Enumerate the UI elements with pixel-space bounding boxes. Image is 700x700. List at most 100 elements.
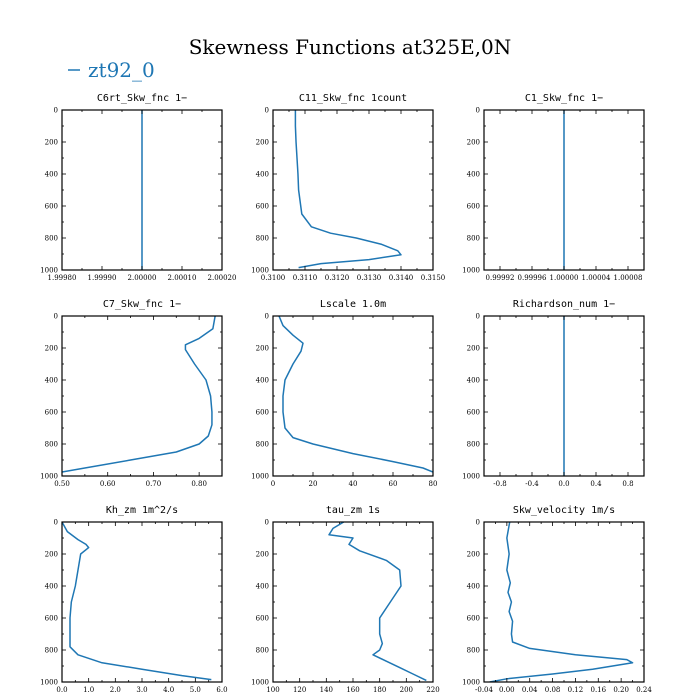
- series-line-zt92_0: [278, 316, 433, 473]
- y-tick-label: 200: [45, 345, 58, 353]
- y-tick-label: 600: [45, 409, 58, 417]
- x-tick-label: 5.0: [190, 686, 201, 694]
- y-tick-label: 0: [265, 107, 269, 115]
- x-tick-label: 0.0: [558, 480, 569, 488]
- plot-frame: [61, 315, 223, 477]
- x-tick-label: 80: [429, 480, 438, 488]
- x-tick-label: 0.00: [499, 686, 515, 694]
- x-tick-label: 1.00008: [614, 274, 643, 282]
- y-tick-label: 1000: [40, 679, 58, 687]
- y-tick-label: 600: [256, 615, 269, 623]
- x-tick-label: 0.70: [146, 480, 162, 488]
- x-tick-label: 0.3150: [421, 274, 446, 282]
- y-tick-label: 200: [256, 139, 269, 147]
- x-tick-label: 3.0: [136, 686, 147, 694]
- x-tick-label: -0.8: [493, 480, 507, 488]
- y-tick-label: 400: [45, 377, 58, 385]
- x-tick-label: 160: [346, 686, 359, 694]
- x-tick-label: 0.24: [636, 686, 652, 694]
- x-tick-label: 0.99996: [518, 274, 547, 282]
- x-tick-label: 60: [389, 480, 398, 488]
- y-tick-label: 0: [54, 313, 58, 321]
- panel-title: Richardson_num 1−: [513, 299, 615, 310]
- x-tick-label: 0.08: [545, 686, 561, 694]
- x-tick-label: 0.12: [568, 686, 584, 694]
- x-tick-label: 2.00010: [168, 274, 197, 282]
- y-tick-label: 800: [256, 647, 269, 655]
- x-tick-label: 140: [320, 686, 333, 694]
- y-tick-label: 1000: [462, 679, 480, 687]
- x-tick-label: 1.00004: [582, 274, 611, 282]
- series-line-zt92_0: [328, 522, 427, 682]
- x-tick-label: 2.00020: [208, 274, 237, 282]
- x-tick-label: 1.0: [83, 686, 94, 694]
- y-tick-label: 200: [256, 551, 269, 559]
- x-tick-label: 0.60: [100, 480, 116, 488]
- figure-title: Skewness Functions at325E,0N: [189, 35, 512, 59]
- x-tick-label: 0.20: [613, 686, 629, 694]
- plot-frame: [272, 315, 434, 477]
- x-tick-label: 0.3140: [389, 274, 414, 282]
- plot-frame: [272, 109, 434, 271]
- series-line-zt92_0: [294, 110, 402, 269]
- y-tick-label: 400: [256, 583, 269, 591]
- panel-title: Kh_zm 1m^2/s: [106, 505, 178, 516]
- y-tick-label: 0: [54, 519, 58, 527]
- x-tick-label: 180: [373, 686, 386, 694]
- y-tick-label: 600: [256, 203, 269, 211]
- y-tick-label: 0: [54, 107, 58, 115]
- panel-1: C11_Skw_fnc 1count 0 200 400 600 800 10000.310…: [251, 93, 445, 282]
- x-tick-label: 1.99980: [48, 274, 77, 282]
- y-tick-label: 600: [467, 615, 480, 623]
- panel-title: C11_Skw_fnc 1count: [299, 93, 407, 104]
- y-tick-label: 400: [467, 377, 480, 385]
- x-tick-label: 0.04: [522, 686, 538, 694]
- y-tick-label: 800: [45, 441, 58, 449]
- panel-title: Skw_velocity 1m/s: [513, 505, 615, 516]
- x-tick-label: 6.0: [216, 686, 227, 694]
- x-tick-label: 0.50: [54, 480, 70, 488]
- legend: zt92_0: [68, 58, 155, 82]
- x-tick-label: 0.3100: [261, 274, 286, 282]
- x-tick-label: -0.04: [475, 686, 493, 694]
- panel-title: C7_Skw_fnc 1−: [103, 299, 181, 310]
- x-tick-label: 0.99992: [486, 274, 515, 282]
- y-tick-label: 400: [467, 583, 480, 591]
- series-line-zt92_0: [489, 522, 634, 682]
- y-tick-label: 600: [45, 615, 58, 623]
- y-tick-label: 400: [45, 583, 58, 591]
- panel-5: Richardson_num 1− 0 200 400 600 800 1000 -0.8 -0…: [462, 299, 645, 488]
- y-tick-label: 600: [467, 203, 480, 211]
- y-tick-label: 0: [476, 313, 480, 321]
- y-tick-label: 200: [467, 551, 480, 559]
- x-tick-label: 0.3110: [293, 274, 318, 282]
- x-tick-label: 0.3120: [325, 274, 350, 282]
- y-tick-label: 600: [45, 203, 58, 211]
- y-tick-label: 600: [467, 409, 480, 417]
- panel-2: C1_Skw_fnc 1− 0 200 400 600 800 1000 0.99992 0.9…: [462, 93, 645, 282]
- x-tick-label: 4.0: [163, 686, 174, 694]
- y-tick-label: 200: [45, 551, 58, 559]
- y-tick-label: 800: [467, 441, 480, 449]
- y-tick-label: 200: [45, 139, 58, 147]
- x-tick-label: 2.0: [110, 686, 121, 694]
- legend-label: zt92_0: [88, 58, 155, 82]
- y-tick-label: 1000: [462, 473, 480, 481]
- y-tick-label: 0: [476, 519, 480, 527]
- y-tick-label: 1000: [251, 473, 269, 481]
- x-tick-label: -0.4: [525, 480, 539, 488]
- x-tick-label: 1.00000: [550, 274, 579, 282]
- x-tick-label: 20: [309, 480, 318, 488]
- y-tick-label: 400: [467, 171, 480, 179]
- x-tick-label: 2.00000: [128, 274, 157, 282]
- y-tick-label: 0: [476, 107, 480, 115]
- panel-title: C6rt_Skw_fnc 1−: [97, 93, 187, 104]
- x-tick-label: 0: [271, 480, 275, 488]
- panel-title: C1_Skw_fnc 1−: [525, 93, 603, 104]
- x-tick-label: 40: [349, 480, 358, 488]
